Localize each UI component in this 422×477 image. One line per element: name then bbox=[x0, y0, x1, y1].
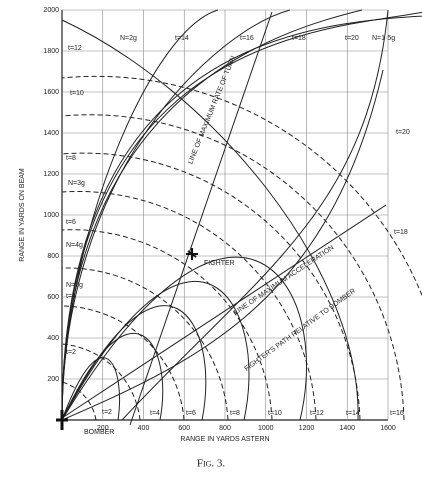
time-contour bbox=[61, 305, 185, 421]
x-tick-label: 1400 bbox=[339, 425, 355, 432]
x-tick-label: 400 bbox=[138, 425, 150, 432]
annotation: t=10 bbox=[70, 90, 84, 97]
x-tick-label: 1000 bbox=[258, 425, 274, 432]
time-contour bbox=[61, 114, 405, 421]
annotation: t=8 bbox=[66, 155, 76, 162]
fighter-icon bbox=[186, 248, 198, 260]
g-curve bbox=[121, 9, 389, 421]
x-tick-label: 600 bbox=[178, 425, 190, 432]
chart-title: Fig. 3. bbox=[197, 458, 226, 470]
annotation: BOMBER bbox=[84, 429, 114, 436]
g-curve bbox=[61, 11, 422, 421]
annotation: t=20 bbox=[396, 129, 410, 136]
y-tick-label: 200 bbox=[47, 376, 59, 383]
annotation: t=10 bbox=[268, 410, 282, 417]
y-axis-label: RANGE IN YARDS ON BEAM bbox=[19, 168, 26, 262]
fighter-path bbox=[61, 69, 384, 421]
x-tick-label: 1200 bbox=[299, 425, 315, 432]
annotation: LINE OF MAXIMUM ACCELERATION bbox=[233, 244, 335, 316]
time-contour bbox=[61, 229, 273, 421]
g-curve bbox=[61, 280, 250, 421]
x-tick-label: 800 bbox=[219, 425, 231, 432]
g-curve bbox=[61, 19, 359, 421]
time-contour bbox=[61, 190, 317, 421]
annotation: t=16 bbox=[390, 410, 404, 417]
annotation: N=4g bbox=[66, 242, 83, 249]
annotation: t=14 bbox=[346, 410, 360, 417]
y-tick-label: 800 bbox=[47, 253, 59, 260]
annotation: t=18 bbox=[292, 35, 306, 42]
annotation: N=2g bbox=[120, 35, 137, 42]
time-contour bbox=[61, 267, 229, 421]
g-curve bbox=[61, 357, 121, 421]
annotation: t=2 bbox=[102, 409, 112, 416]
annotation: t=6 bbox=[186, 410, 196, 417]
y-tick-label: 2000 bbox=[43, 7, 59, 14]
y-tick-label: 1600 bbox=[43, 89, 59, 96]
y-tick-label: 1200 bbox=[43, 171, 59, 178]
y-tick-label: 600 bbox=[47, 294, 59, 301]
annotation: t=4 bbox=[150, 410, 160, 417]
annotation: N=3g bbox=[68, 180, 85, 187]
x-tick-label: 1600 bbox=[380, 425, 396, 432]
annotation: FIGHTER bbox=[204, 260, 235, 267]
y-tick-label: 1000 bbox=[43, 212, 59, 219]
annotation: t=12 bbox=[68, 45, 82, 52]
annotation: N=5g bbox=[66, 282, 83, 289]
g-curve bbox=[61, 256, 307, 421]
time-contour bbox=[61, 381, 97, 421]
annotation: t=2 bbox=[66, 349, 76, 356]
annotation: t=18 bbox=[394, 229, 408, 236]
y-tick-label: 400 bbox=[47, 335, 59, 342]
x-axis-label: RANGE IN YARDS ASTERN bbox=[180, 436, 269, 443]
annotation: t=8 bbox=[230, 410, 240, 417]
annotation: t=16 bbox=[240, 35, 254, 42]
x-tick-label: 200 bbox=[97, 425, 109, 432]
annotation: N=1·5g bbox=[372, 35, 395, 42]
g-curve bbox=[61, 305, 207, 421]
y-tick-label: 1400 bbox=[43, 130, 59, 137]
annotation: t=14 bbox=[175, 35, 189, 42]
max-accel-line bbox=[61, 204, 387, 419]
g-curve bbox=[61, 332, 164, 421]
annotation: t=20 bbox=[345, 35, 359, 42]
g-curve bbox=[61, 15, 422, 421]
annotation: t=12 bbox=[310, 410, 324, 417]
time-contour bbox=[61, 75, 422, 297]
y-tick-label: 1800 bbox=[43, 48, 59, 55]
annotation: t=6 bbox=[66, 219, 76, 226]
bomber-icon bbox=[56, 410, 68, 430]
max-turn-line bbox=[129, 11, 273, 426]
annotation: t=4 bbox=[66, 293, 76, 300]
